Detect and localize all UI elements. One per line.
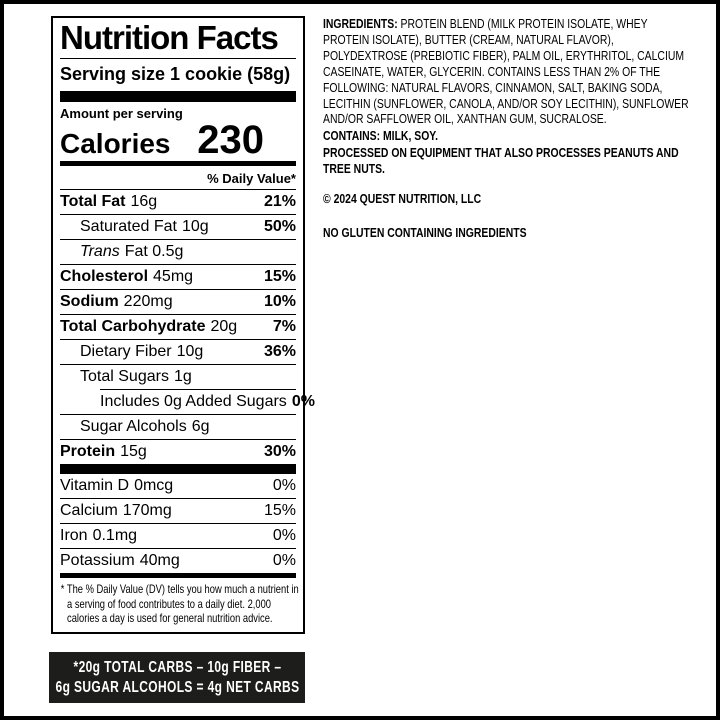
nutrient-name: Vitamin D <box>60 476 130 494</box>
nutrient-amount: 170mg <box>122 501 172 519</box>
nutrient-daily-value: 21% <box>263 192 296 210</box>
nutrient-row-dietary-fiber: Dietary Fiber 10g 36% <box>60 340 296 364</box>
calories-label: Calories <box>60 127 171 159</box>
nutrient-amount: 15g <box>120 442 147 460</box>
serving-size: Serving size 1 cookie (58g) <box>60 63 291 84</box>
nutrient-daily-value: 36% <box>263 342 296 360</box>
row-divider <box>60 288 296 290</box>
ingredients-paragraph: INGREDIENTS: PROTEIN BLEND (MILK PROTEIN… <box>323 16 696 127</box>
nutrient-daily-value: 50% <box>263 217 296 235</box>
footnote: * The % Daily Value (DV) tells you how m… <box>60 581 299 626</box>
calories-row: Calories 230 <box>60 117 296 162</box>
nutrient-name: Total Fat <box>60 192 126 210</box>
nutrient-name: Potassium <box>60 551 135 569</box>
row-divider <box>60 413 296 415</box>
daily-value-header: % Daily Value* <box>60 166 296 190</box>
nutrient-name: Cholesterol <box>60 267 149 285</box>
nutrient-name: Trans <box>80 242 120 260</box>
nutrient-daily-value: 0% <box>291 392 315 410</box>
nutrient-row-includes-0g-added-sugars: Includes 0g Added Sugars 0% <box>60 390 315 414</box>
nutrient-amount: 1g <box>173 367 192 385</box>
row-divider <box>60 213 296 215</box>
nutrient-row-sodium: Sodium 220mg 10% <box>60 290 296 314</box>
row-divider <box>60 522 296 524</box>
ingredients-text: PROTEIN BLEND (MILK PROTEIN ISOLATE, WHE… <box>323 16 689 127</box>
net-carbs-text: *20g TOTAL CARBS – 10g FIBER – 6g SUGAR … <box>49 658 305 698</box>
nutrient-name: Sodium <box>60 292 119 310</box>
net-carbs-box: *20g TOTAL CARBS – 10g FIBER – 6g SUGAR … <box>49 652 305 703</box>
nutrient-row-potassium: Potassium 40mg 0% <box>60 549 296 573</box>
row-divider <box>60 547 296 549</box>
nutrient-name: Includes 0g Added Sugars <box>100 392 287 410</box>
nutrient-amount: 40mg <box>139 551 180 569</box>
nutrient-row-total-carbohydrate: Total Carbohydrate 20g 7% <box>60 315 296 339</box>
nutrient-name: Total Carbohydrate <box>60 317 206 335</box>
nutrient-row-sugar-alcohols: Sugar Alcohols 6g <box>60 415 296 439</box>
nutrient-amount: 220mg <box>123 292 173 310</box>
nutrient-name: Calcium <box>60 501 118 519</box>
nutrient-daily-value: 0% <box>272 551 296 569</box>
row-divider <box>60 338 296 340</box>
copyright: © 2024 QUEST NUTRITION, LLC <box>323 191 482 207</box>
nutrient-row-vitamin-d: Vitamin D 0mcg 0% <box>60 474 296 498</box>
nutrient-row-saturated-fat: Saturated Fat 10g 50% <box>60 215 296 239</box>
nutrient-daily-value: 15% <box>263 501 296 519</box>
nutrient-amount: 6g <box>191 417 210 435</box>
nutrient-name: Protein <box>60 442 116 460</box>
nutrient-row-total-fat: Total Fat 16g 21% <box>60 190 296 214</box>
nutrient-amount: 16g <box>130 192 158 210</box>
row-divider <box>60 363 296 365</box>
row-divider <box>60 497 296 499</box>
nutrient-name: Dietary Fiber <box>80 342 172 360</box>
nutrient-row-cholesterol: Cholesterol 45mg 15% <box>60 265 296 289</box>
divider-thick-bar <box>60 90 296 102</box>
footnote-container: * The % Daily Value (DV) tells you how m… <box>60 578 299 626</box>
nutrient-amount: Fat 0.5g <box>124 242 184 260</box>
nutrient-amount: 0.1mg <box>92 526 138 544</box>
net-carbs-line2: 6g SUGAR ALCOHOLS = 4g NET CARBS <box>55 678 299 696</box>
nutrient-rows: Total Fat 16g 21% Saturated Fat 10g 50% Trans F… <box>60 190 315 464</box>
row-divider <box>100 388 296 390</box>
nutrient-daily-value: 0% <box>272 526 296 544</box>
nutrition-facts-panel: Nutrition Facts Serving size 1 cookie (5… <box>51 16 315 634</box>
nutrient-amount: 10g <box>181 217 209 235</box>
nutrient-name: Iron <box>60 526 88 544</box>
nutrient-daily-value: 10% <box>263 292 296 310</box>
amount-per-serving-label: Amount per serving <box>60 105 183 121</box>
divider-medium-bar <box>60 160 296 166</box>
nutrient-name: Sugar Alcohols <box>80 417 187 435</box>
row-divider <box>60 263 296 265</box>
row-divider <box>60 238 296 240</box>
divider-footnote-bar <box>60 572 296 578</box>
nutrient-row-calcium: Calcium 170mg 15% <box>60 499 296 523</box>
panel-title: Nutrition Facts <box>60 20 296 59</box>
nutrient-daily-value: 30% <box>263 442 296 460</box>
nutrient-row-protein: Protein 15g 30% <box>60 440 296 464</box>
processed-statement: PROCESSED ON EQUIPMENT THAT ALSO PROCESS… <box>323 145 679 177</box>
nutrient-amount: 45mg <box>153 267 194 285</box>
gluten-note: NO GLUTEN CONTAINING INGREDIENTS <box>323 224 527 240</box>
divider-vitamins-bar <box>60 463 296 474</box>
nutrient-row-iron: Iron 0.1mg 0% <box>60 524 296 548</box>
contains-statement: CONTAINS: MILK, SOY. <box>323 128 438 144</box>
nutrient-name: Saturated Fat <box>80 217 177 235</box>
nutrient-amount: 0mcg <box>134 476 174 494</box>
nutrient-row-total-sugars: Total Sugars 1g <box>60 365 296 389</box>
row-divider <box>60 313 296 315</box>
ingredients-column: INGREDIENTS: PROTEIN BLEND (MILK PROTEIN… <box>323 16 696 241</box>
nutrient-amount: 20g <box>210 317 238 335</box>
nutrient-amount: 10g <box>176 342 204 360</box>
row-divider <box>60 438 296 440</box>
nutrient-name: Total Sugars <box>80 367 169 385</box>
nutrient-daily-value: 15% <box>263 267 296 285</box>
nutrient-row-trans: Trans Fat 0.5g <box>60 240 296 264</box>
nutrient-daily-value: 0% <box>272 476 296 494</box>
net-carbs-line1: *20g TOTAL CARBS – 10g FIBER – <box>73 658 281 676</box>
calories-value: 230 <box>197 117 264 162</box>
vitamin-rows: Vitamin D 0mcg 0% Calcium 170mg 15% Iron 0.1mg 0… <box>60 474 296 573</box>
ingredients-label: INGREDIENTS: <box>323 16 398 31</box>
nutrient-daily-value: 7% <box>272 317 296 335</box>
